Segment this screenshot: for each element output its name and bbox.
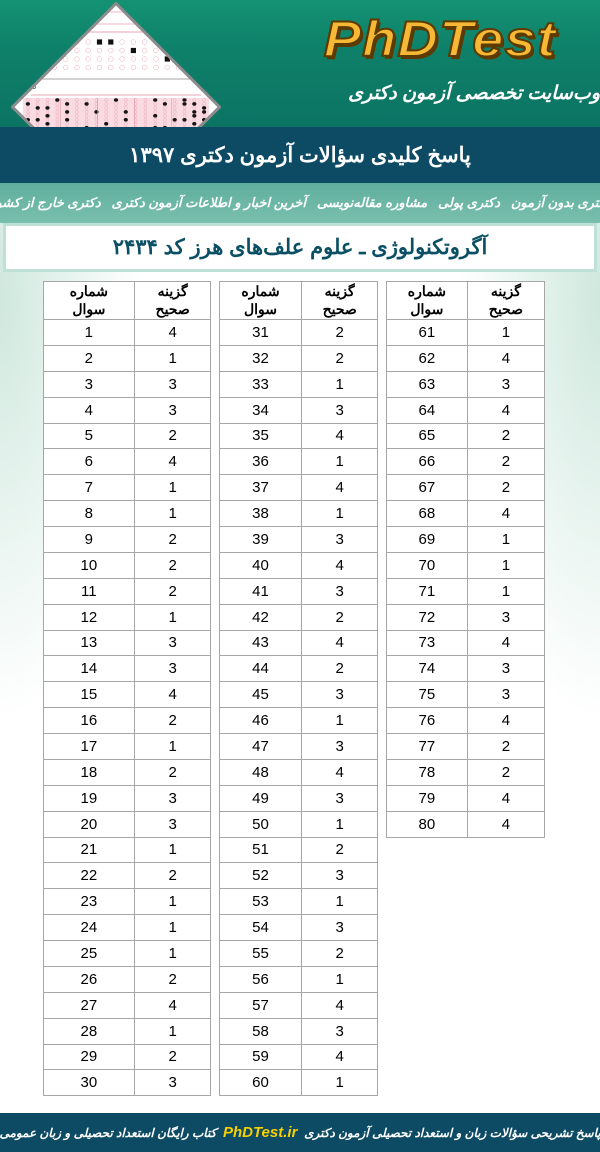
svg-text:1396 2382: 1396 2382 xyxy=(11,84,36,91)
